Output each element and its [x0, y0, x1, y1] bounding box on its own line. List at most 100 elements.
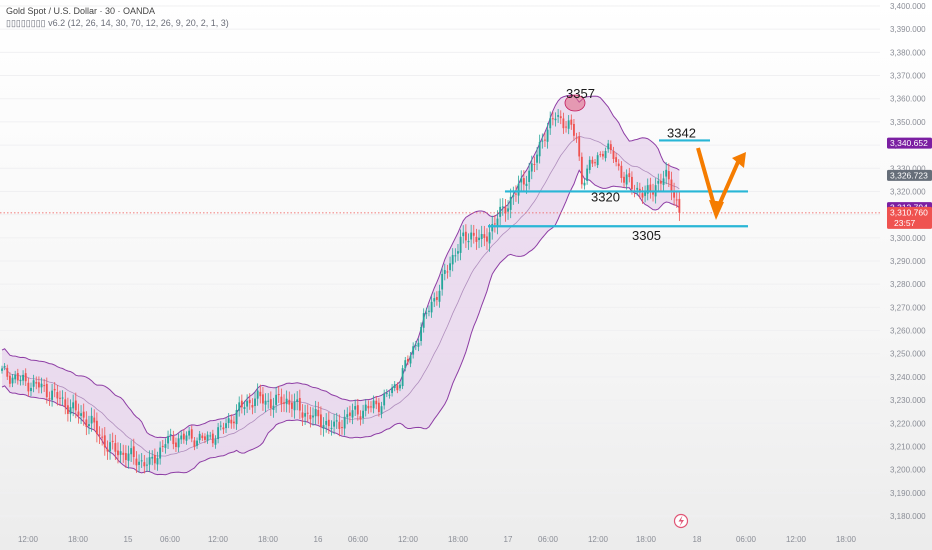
candle-body — [449, 263, 451, 271]
price-tick-label: 3,400.000 — [890, 2, 926, 11]
candle-body — [319, 414, 322, 428]
candle-body — [169, 434, 172, 436]
candle-body — [412, 346, 415, 355]
candle-body — [617, 163, 620, 167]
candle-body — [483, 234, 486, 238]
candle-body — [623, 176, 625, 183]
candle-body — [209, 435, 212, 437]
candle-body — [562, 118, 565, 129]
candle-body — [641, 193, 644, 198]
candle-body — [425, 312, 428, 314]
price-tick-label: 3,390.000 — [890, 25, 926, 34]
candle-body — [628, 173, 631, 178]
candle-body — [59, 397, 61, 399]
candle-body — [580, 156, 583, 185]
candle-body — [296, 399, 299, 402]
level-3342-label: 3342 — [667, 125, 696, 140]
candle-body — [185, 435, 188, 441]
candle-body — [66, 405, 69, 414]
candle-body — [462, 232, 465, 237]
candle-body — [367, 405, 370, 409]
candle-body — [457, 251, 459, 254]
candle-body — [277, 394, 280, 396]
candle-body — [578, 136, 581, 157]
candle-body — [399, 384, 401, 389]
grid — [0, 5, 880, 517]
candle-body — [72, 402, 75, 409]
candle-body — [262, 394, 264, 404]
candle-body — [272, 405, 275, 410]
candle-body — [322, 425, 325, 429]
candle-body — [657, 180, 660, 184]
replay-icon[interactable] — [673, 513, 689, 529]
candle-body — [106, 448, 109, 452]
price-axis[interactable]: 3,180.000 3,190.000 3,200.000 3,210.000 3,22… — [884, 0, 932, 550]
candle-body — [520, 178, 523, 183]
candle-body — [90, 415, 93, 424]
time-tick-label: 18:00 — [836, 535, 857, 544]
candle-body — [153, 455, 156, 464]
candle-body — [446, 271, 449, 273]
candle-body — [609, 144, 612, 151]
candle-body — [451, 254, 454, 265]
candle-body — [557, 115, 560, 117]
price-tick-label: 3,290.000 — [890, 257, 926, 266]
candle-body — [433, 298, 436, 302]
candle-body — [267, 400, 270, 402]
candle-body — [375, 400, 378, 405]
candle-body — [204, 436, 206, 440]
candle-body — [678, 198, 681, 213]
price-tick-label: 3,200.000 — [890, 466, 926, 475]
price-tick-label: 3,380.000 — [890, 48, 926, 57]
candle-body — [538, 141, 541, 157]
candle-body — [667, 171, 670, 180]
candle-body — [230, 419, 233, 424]
candle-body — [417, 342, 420, 347]
candle-body — [470, 232, 473, 240]
price-tick-label: 3,260.000 — [890, 327, 926, 336]
candle-body — [430, 301, 433, 313]
candle-body — [567, 120, 570, 129]
candle-body — [259, 391, 262, 397]
candle-body — [288, 399, 291, 405]
candle-body — [214, 439, 217, 445]
candle-body — [201, 435, 204, 439]
candle-body — [631, 176, 633, 190]
time-axis[interactable]: 12:00 18:00 15 06:00 12:00 18:00 16 06:00 12:00 1… — [18, 535, 857, 544]
price-tick-label: 3,320.000 — [890, 187, 926, 196]
candle-body — [164, 444, 167, 448]
candle-body — [114, 443, 117, 452]
candle-body — [301, 412, 304, 418]
candle-body — [573, 124, 575, 136]
time-tick-label: 12:00 — [18, 535, 39, 544]
candle-body — [132, 446, 135, 457]
candle-body — [6, 367, 9, 377]
price-tag-label: 3,310.760 — [890, 207, 928, 217]
candle-body — [525, 183, 528, 187]
candle-body — [53, 388, 56, 391]
candle-body — [507, 208, 509, 212]
time-tick-label: 06:00 — [538, 535, 559, 544]
chart-legend: Gold Spot / U.S. Dollar · 30 · OANDA ▯▯▯… — [6, 5, 229, 29]
candle-body — [109, 442, 111, 452]
candle-body — [103, 435, 106, 448]
candle-body — [464, 231, 467, 241]
price-tags: 3,340.6523,326.7233,312.7943,310.76023:5… — [887, 137, 932, 229]
candle-body — [646, 185, 649, 194]
indicator-label[interactable]: ▯▯▯▯▯▯▯▯ v6.2 (12, 26, 14, 30, 70, 12, 2… — [6, 18, 229, 28]
candle-body — [659, 181, 662, 184]
symbol-title[interactable]: Gold Spot / U.S. Dollar · 30 · OANDA — [6, 6, 156, 16]
candle-body — [512, 194, 515, 197]
price-tick-label: 3,330.000 — [890, 164, 926, 173]
candle-body — [515, 193, 517, 195]
candle-body — [509, 196, 512, 210]
candle-body — [652, 190, 654, 195]
candle-body — [80, 413, 82, 416]
candle-body — [45, 383, 48, 398]
candle-body — [146, 464, 148, 466]
candle-body — [82, 411, 85, 418]
candle-body — [486, 236, 488, 242]
time-tick-label: 12:00 — [786, 535, 807, 544]
candle-body — [559, 116, 562, 119]
